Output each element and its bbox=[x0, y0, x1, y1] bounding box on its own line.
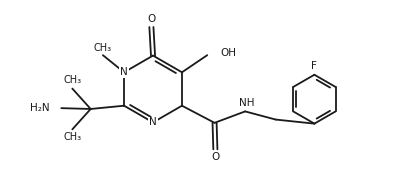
Text: N: N bbox=[120, 67, 128, 77]
Text: O: O bbox=[147, 14, 155, 24]
Text: OH: OH bbox=[220, 48, 236, 58]
Text: H₂N: H₂N bbox=[30, 103, 50, 113]
Text: CH₃: CH₃ bbox=[63, 75, 82, 85]
Text: O: O bbox=[211, 153, 220, 163]
Text: NH: NH bbox=[239, 98, 255, 108]
Text: F: F bbox=[311, 61, 317, 71]
Text: CH₃: CH₃ bbox=[63, 132, 82, 143]
Text: CH₃: CH₃ bbox=[94, 43, 112, 53]
Text: N: N bbox=[149, 117, 157, 127]
